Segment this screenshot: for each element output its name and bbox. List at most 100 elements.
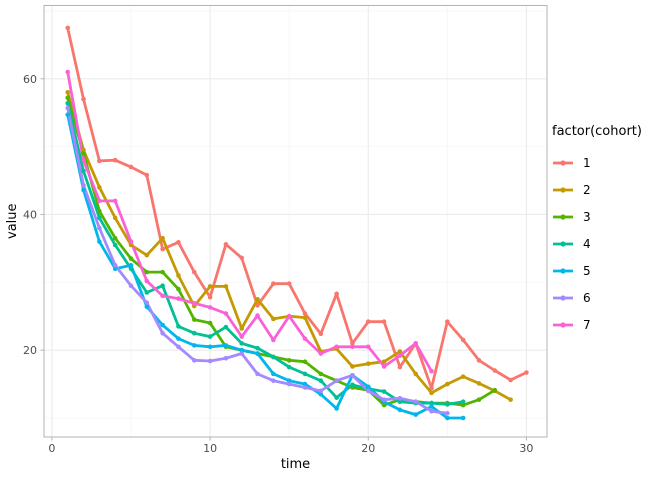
series-point-cohort-6 <box>207 358 213 364</box>
series-point-cohort-6 <box>176 344 181 350</box>
series-point-cohort-3 <box>286 358 292 363</box>
series-point-cohort-5 <box>128 263 134 268</box>
series-point-cohort-6 <box>128 283 134 289</box>
series-point-cohort-7 <box>144 278 150 284</box>
legend-title: factor(cohort) <box>552 124 642 139</box>
series-point-cohort-3 <box>160 269 165 275</box>
series-point-cohort-5 <box>255 351 260 356</box>
series-point-cohort-2 <box>223 284 229 289</box>
series-point-cohort-1 <box>176 239 181 245</box>
series-point-cohort-6 <box>365 388 371 394</box>
series-point-cohort-1 <box>112 157 118 163</box>
series-point-cohort-1 <box>334 291 339 297</box>
legend-item-cohort-3: 3 <box>552 203 642 230</box>
series-point-cohort-1 <box>350 341 355 346</box>
series-point-cohort-6 <box>445 410 450 416</box>
series-point-cohort-5 <box>112 266 118 272</box>
series-point-cohort-1 <box>524 370 529 375</box>
series-point-cohort-2 <box>160 235 165 241</box>
series-point-cohort-3 <box>381 402 387 408</box>
series-point-cohort-1 <box>445 319 450 324</box>
series-point-cohort-7 <box>350 344 355 350</box>
panel-background <box>44 5 547 437</box>
series-point-cohort-7 <box>397 353 403 358</box>
series-point-cohort-6 <box>223 355 229 361</box>
y-axis-tick-label: 60 <box>23 73 37 86</box>
series-point-cohort-2 <box>413 371 419 377</box>
series-point-cohort-5 <box>81 187 86 193</box>
series-point-cohort-5 <box>286 378 292 383</box>
x-axis-title: time <box>281 457 310 472</box>
legend-label: 3 <box>583 209 591 224</box>
series-point-cohort-6 <box>429 408 434 414</box>
series-point-cohort-7 <box>429 368 434 374</box>
series-point-cohort-1 <box>318 331 324 337</box>
series-point-cohort-6 <box>413 399 419 405</box>
series-point-cohort-7 <box>81 157 86 163</box>
y-axis-tick-label: 20 <box>23 344 37 357</box>
series-point-cohort-5 <box>223 343 229 348</box>
series-point-cohort-4 <box>286 364 292 370</box>
series-point-cohort-1 <box>239 255 245 261</box>
series-point-cohort-4 <box>223 324 229 330</box>
series-point-cohort-7 <box>160 293 165 299</box>
series-point-cohort-4 <box>460 399 466 405</box>
series-point-cohort-2 <box>255 296 260 302</box>
series-point-cohort-1 <box>508 377 513 383</box>
series-point-cohort-1 <box>97 158 102 164</box>
legend-label: 5 <box>583 263 591 278</box>
series-point-cohort-3 <box>318 371 324 377</box>
series-point-cohort-6 <box>286 381 292 387</box>
legend-key-line-icon <box>553 213 573 220</box>
x-axis-tick-label: 20 <box>361 442 375 455</box>
series-point-cohort-6 <box>381 397 387 402</box>
series-point-cohort-7 <box>65 69 71 75</box>
y-axis-tick-label: 40 <box>23 208 37 221</box>
series-point-cohort-4 <box>397 399 403 405</box>
series-point-cohort-5 <box>65 112 71 118</box>
series-point-cohort-1 <box>381 319 387 324</box>
series-point-cohort-1 <box>365 319 371 324</box>
series-point-cohort-4 <box>176 324 181 329</box>
series-point-cohort-6 <box>255 371 260 377</box>
series-point-cohort-3 <box>128 256 134 261</box>
series-point-cohort-6 <box>191 358 197 363</box>
series-point-cohort-2 <box>81 147 86 153</box>
series-point-cohort-4 <box>112 242 118 248</box>
legend-label: 1 <box>583 155 591 170</box>
series-point-cohort-2 <box>350 364 355 369</box>
series-line-cohort-5 <box>66 113 465 420</box>
series-point-cohort-3 <box>460 402 466 408</box>
series-point-cohort-4 <box>191 330 197 336</box>
series-point-cohort-1 <box>397 364 403 370</box>
series-point-cohort-4 <box>429 400 434 406</box>
series-point-cohort-5 <box>460 415 466 421</box>
legend-label: 4 <box>583 236 591 251</box>
series-point-cohort-4 <box>239 341 245 346</box>
series-point-cohort-2 <box>429 390 434 396</box>
series-point-cohort-1 <box>144 172 150 178</box>
series-point-cohort-4 <box>271 354 276 360</box>
series-point-cohort-4 <box>65 100 71 106</box>
series-point-cohort-2 <box>397 349 403 354</box>
series-point-cohort-7 <box>97 198 102 204</box>
series-point-cohort-6 <box>397 396 403 401</box>
series-point-cohort-1 <box>191 269 197 275</box>
series-point-cohort-4 <box>207 334 213 339</box>
series-point-cohort-6 <box>350 372 355 378</box>
legend-label: 7 <box>583 317 591 332</box>
series-point-cohort-3 <box>207 320 213 326</box>
legend-label: 6 <box>583 290 591 305</box>
series-point-cohort-4 <box>81 168 86 174</box>
series-point-cohort-6 <box>271 378 276 383</box>
series-point-cohort-4 <box>445 402 450 407</box>
series-point-cohort-7 <box>191 301 197 306</box>
series-point-cohort-2 <box>460 374 466 379</box>
legend-item-cohort-6: 6 <box>552 284 642 311</box>
series-point-cohort-5 <box>302 381 308 387</box>
series-point-cohort-2 <box>239 326 245 331</box>
series-point-cohort-6 <box>160 330 165 336</box>
series-point-cohort-5 <box>191 343 197 348</box>
legend-item-cohort-1: 1 <box>552 149 642 176</box>
series-point-cohort-7 <box>365 344 371 350</box>
